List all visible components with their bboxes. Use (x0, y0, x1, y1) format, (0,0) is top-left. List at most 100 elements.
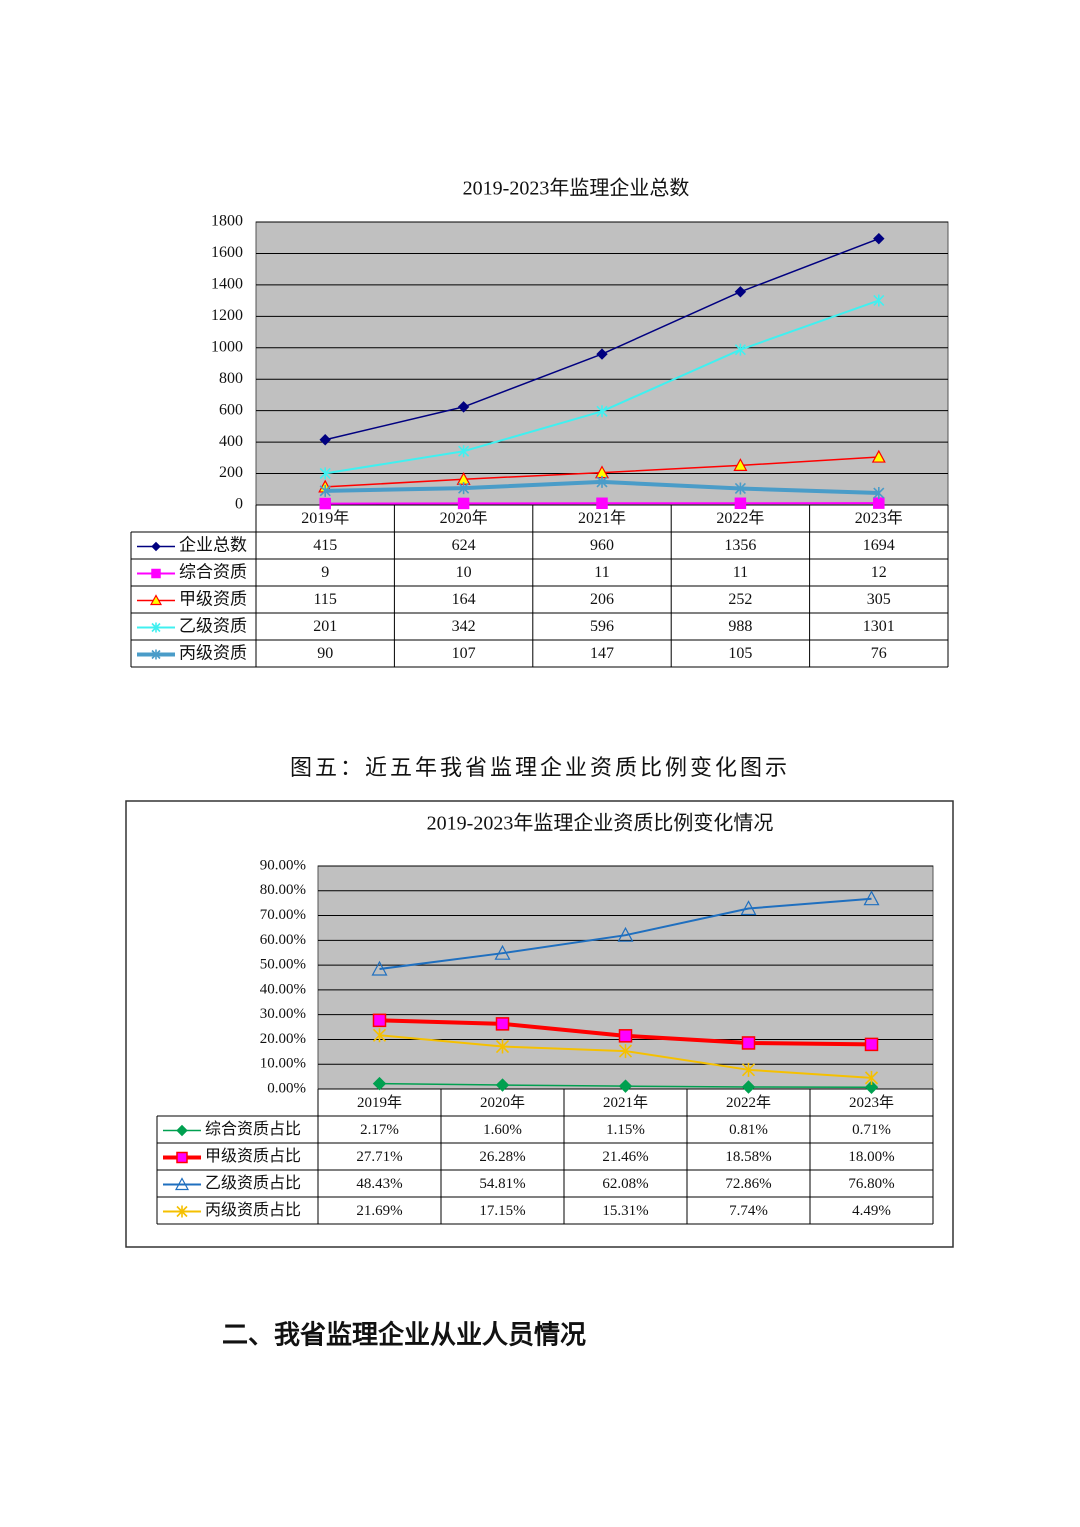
point-marker (372, 1076, 387, 1091)
point-marker (733, 458, 748, 471)
point-marker (741, 1080, 756, 1094)
table-cell: 7.74% (729, 1203, 768, 1219)
point-marker (617, 926, 634, 942)
point-marker (618, 1079, 633, 1093)
table-cell: 960 (590, 537, 614, 554)
y-tick-label: 70.00% (260, 907, 306, 923)
y-tick-label: 0 (235, 496, 243, 513)
table-cell: 76.80% (848, 1176, 894, 1192)
table-cell: 18.00% (848, 1149, 894, 1165)
point-marker (495, 1078, 510, 1092)
table-cell: 26.28% (479, 1149, 525, 1165)
plot-area (255, 221, 949, 506)
table-cell: 54.81% (479, 1176, 525, 1192)
point-marker (371, 960, 388, 976)
point-marker (734, 497, 747, 510)
y-tick-label: 1000 (211, 338, 243, 355)
table-cell: 624 (452, 537, 476, 554)
point-marker (319, 484, 331, 497)
table-cell: 0.71% (852, 1122, 891, 1138)
y-tick-label: 600 (219, 401, 243, 418)
point-marker (457, 497, 470, 510)
legend-label: 丙级资质 (179, 643, 247, 662)
table-cell: 1694 (863, 537, 895, 554)
table-cell: 988 (728, 618, 752, 635)
legend-label: 乙级资质 (179, 616, 247, 635)
chart-title: 2019-2023年监理企业资质比例变化情况 (427, 812, 774, 835)
point-marker (618, 1029, 633, 1043)
table-cell: 15.31% (602, 1203, 648, 1219)
figure-caption: 图五：近五年我省监理企业资质比例变化图示 (290, 755, 790, 780)
legend-label: 综合资质 (179, 562, 247, 581)
legend-marker (176, 1205, 188, 1218)
legend-marker (176, 1151, 188, 1164)
point-marker (372, 1028, 387, 1043)
table-cell: 2.17% (360, 1122, 399, 1138)
y-tick-label: 20.00% (260, 1031, 306, 1047)
point-marker (319, 434, 331, 446)
point-marker (734, 482, 746, 495)
x-tick-label: 2022年 (726, 1094, 771, 1111)
y-tick-label: 10.00% (260, 1056, 306, 1072)
table-cell: 1301 (863, 618, 895, 635)
point-marker (495, 1017, 510, 1031)
table-cell: 105 (728, 645, 752, 662)
table-cell: 147 (590, 645, 614, 662)
table-cell: 1.15% (606, 1122, 645, 1138)
point-marker (864, 1037, 879, 1052)
table-cell: 1356 (724, 537, 756, 554)
y-tick-label: 0.00% (267, 1080, 306, 1096)
table-cell: 0.81% (729, 1122, 768, 1138)
chart-title: 2019-2023年监理企业总数 (463, 177, 690, 200)
point-marker (596, 405, 608, 418)
table-cell: 9 (321, 564, 329, 581)
table-cell: 90 (317, 645, 333, 662)
table-cell: 164 (452, 591, 476, 608)
table-cell: 27.71% (356, 1149, 402, 1165)
table-cell: 11 (594, 564, 609, 581)
legend-marker (151, 649, 161, 660)
x-tick-label: 2019年 (357, 1094, 402, 1111)
legend-marker (149, 594, 163, 606)
table-cell: 10 (456, 564, 472, 581)
x-tick-label: 2022年 (716, 509, 764, 527)
table-cell: 72.86% (725, 1176, 771, 1192)
y-tick-label: 200 (219, 464, 243, 481)
x-tick-label: 2019年 (301, 509, 349, 527)
legend-label: 综合资质占比 (205, 1120, 301, 1138)
point-marker (372, 1013, 387, 1028)
point-marker (873, 487, 885, 500)
y-tick-label: 1800 (211, 213, 243, 230)
point-marker (863, 890, 880, 906)
chart-frame (125, 800, 954, 1248)
point-marker (458, 482, 470, 495)
table-cell: 17.15% (479, 1203, 525, 1219)
point-marker (741, 1036, 756, 1050)
point-marker (873, 232, 885, 245)
point-marker (871, 449, 886, 463)
table-cell: 12 (871, 564, 887, 581)
x-tick-label: 2021年 (578, 509, 626, 527)
y-tick-label: 50.00% (260, 957, 306, 973)
point-marker (457, 401, 470, 413)
table-cell: 252 (728, 591, 752, 608)
point-marker (596, 497, 608, 510)
point-marker (873, 497, 885, 509)
legend-marker (151, 622, 161, 633)
series-line (379, 897, 872, 970)
table-cell: 201 (313, 618, 337, 635)
table-cell: 11 (733, 564, 748, 581)
point-marker (618, 1044, 633, 1059)
y-tick-label: 90.00% (260, 857, 306, 873)
legend-marker (174, 1177, 190, 1191)
table-cell: 48.43% (356, 1176, 402, 1192)
y-tick-label: 1200 (211, 307, 243, 324)
y-tick-label: 1600 (211, 244, 243, 261)
point-marker (864, 1080, 879, 1094)
point-marker (319, 497, 331, 510)
section-heading: 二、我省监理企业从业人员情况 (222, 1320, 586, 1351)
table-cell: 305 (867, 591, 891, 608)
table-cell: 1.60% (483, 1122, 522, 1138)
table-cell: 18.58% (725, 1149, 771, 1165)
